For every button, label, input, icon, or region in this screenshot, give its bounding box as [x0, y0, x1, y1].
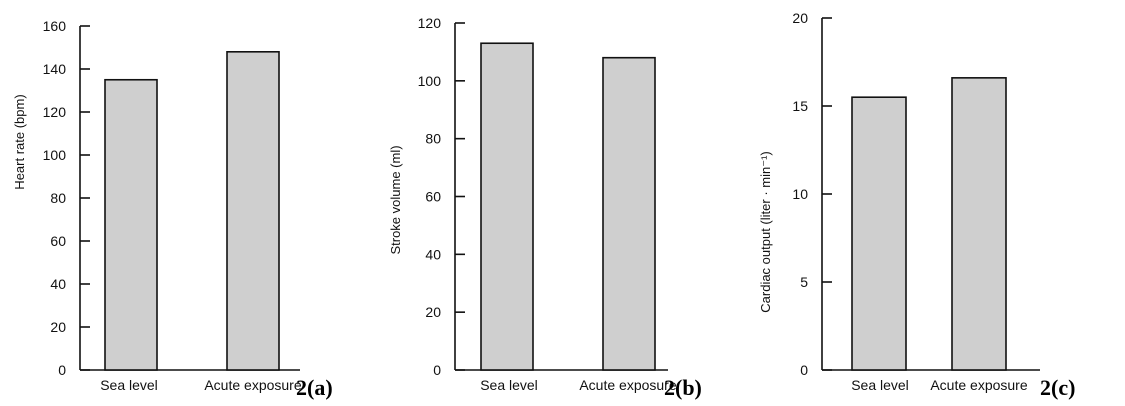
chart-a-y-tick-label: 140 — [43, 61, 67, 77]
chart-b-bar-sea-level — [480, 42, 534, 371]
chart-c-y-tick-label: 10 — [792, 186, 808, 202]
chart-b-ticks: 0 20 40 60 80 100 120 — [418, 15, 465, 378]
chart-c-y-tick-label: 5 — [800, 274, 808, 290]
chart-a-category-acute-exposure: Acute exposure — [204, 377, 301, 393]
chart-a-y-tick-label: 0 — [58, 362, 66, 378]
chart-a-bars — [104, 50, 280, 371]
chart-c-bar-sea-level — [851, 96, 907, 371]
panel-b: Stroke volume (ml) 0 20 40 60 80 100 120 Sea l… — [388, 15, 702, 400]
chart-b-panel-label: 2(b) — [664, 375, 702, 400]
panel-c: Cardiac output (liter · min⁻¹) 05101520 … — [758, 10, 1075, 400]
chart-b-y-tick-label: 120 — [418, 15, 442, 31]
chart-c-category-acute-exposure: Acute exposure — [930, 377, 1027, 393]
chart-a-y-tick-label: 20 — [50, 319, 66, 335]
chart-b-category-sea-level: Sea level — [480, 377, 538, 393]
chart-a-panel-label: 2(a) — [296, 375, 333, 400]
chart-c-category-sea-level: Sea level — [851, 377, 909, 393]
chart-c-y-tick-label: 0 — [800, 362, 808, 378]
chart-a-bar-acute-exposure — [226, 50, 280, 371]
chart-a-ticks: 0 20 40 60 80 100 120 140 160 — [43, 18, 90, 378]
chart-b-y-tick-label: 80 — [425, 131, 441, 147]
chart-b-y-tick-label: 100 — [418, 73, 442, 89]
chart-b-y-tick-label: 20 — [425, 304, 441, 320]
chart-c-ticks: 0 5 10 15 20 — [792, 10, 832, 378]
panel-a: Heart rate (bpm) 0 20 40 60 80 100 120 140 160 S… — [12, 18, 333, 400]
chart-a-category-sea-level: Sea level — [100, 377, 158, 393]
chart-b-y-tick-label: 60 — [425, 189, 441, 205]
chart-b-bars — [480, 42, 656, 371]
chart-a-y-tick-label: 40 — [50, 276, 66, 292]
chart-b-bar-acute-exposure — [602, 56, 656, 371]
chart-a-y-tick-label: 60 — [50, 233, 66, 249]
chart-c-bar-acute-exposure — [951, 77, 1007, 371]
chart-a-y-tick-label: 100 — [43, 147, 67, 163]
chart-b-y-tick-label: 40 — [425, 246, 441, 262]
chart-a-y-tick-label: 160 — [43, 18, 67, 34]
chart-a-y-tick-label: 120 — [43, 104, 67, 120]
chart-b-y-tick-label: 0 — [433, 362, 441, 378]
chart-a-y-tick-label: 80 — [50, 190, 66, 206]
chart-a-bar-sea-level — [104, 78, 158, 371]
chart-b-y-axis-label: Stroke volume (ml) — [388, 145, 403, 254]
chart-c-y-axis-label: Cardiac output (liter · min⁻¹) — [758, 151, 773, 312]
chart-c-bars — [851, 77, 1007, 371]
chart-a-y-axis-label: Heart rate (bpm) — [12, 94, 27, 189]
chart-b-category-acute-exposure: Acute exposure — [579, 377, 676, 393]
chart-c-y-tick-label: 15 — [792, 98, 808, 114]
chart-c-y-tick-label: 20 — [792, 10, 808, 26]
chart-c-panel-label: 2(c) — [1040, 375, 1075, 400]
